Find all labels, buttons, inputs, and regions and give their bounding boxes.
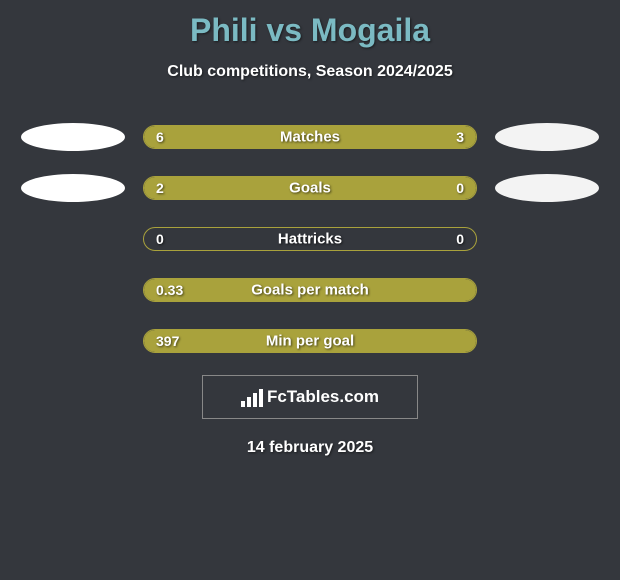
bar-fill-left <box>144 177 410 199</box>
stat-value-right: 0 <box>456 231 464 247</box>
page-title: Phili vs Mogaila <box>0 0 620 49</box>
stat-label: Goals per match <box>251 282 369 299</box>
stat-value-right: 3 <box>456 129 464 145</box>
stat-bar: 0 Hattricks 0 <box>143 227 477 251</box>
left-ellipse <box>21 174 125 202</box>
stat-row: 6 Matches 3 <box>0 123 620 151</box>
bar-fill-right <box>410 177 476 199</box>
stat-value-left: 0.33 <box>156 282 183 298</box>
date-text: 14 february 2025 <box>0 439 620 457</box>
stat-value-left: 397 <box>156 333 179 349</box>
stats-container: 6 Matches 3 2 Goals 0 0 Hattricks 0 <box>0 123 620 355</box>
stat-value-left: 0 <box>156 231 164 247</box>
left-ellipse <box>21 123 125 151</box>
footer-label: FcTables.com <box>267 387 379 407</box>
right-ellipse <box>495 123 599 151</box>
stat-label: Matches <box>280 129 340 146</box>
stat-row: 2 Goals 0 <box>0 174 620 202</box>
stat-row: 397 Min per goal <box>0 327 620 355</box>
stat-bar: 2 Goals 0 <box>143 176 477 200</box>
stat-label: Min per goal <box>266 333 354 350</box>
footer-logo: FcTables.com <box>241 387 379 407</box>
stat-row: 0.33 Goals per match <box>0 276 620 304</box>
stat-row: 0 Hattricks 0 <box>0 225 620 253</box>
stat-label: Hattricks <box>278 231 342 248</box>
stat-value-left: 2 <box>156 180 164 196</box>
stat-bar: 397 Min per goal <box>143 329 477 353</box>
right-ellipse <box>495 174 599 202</box>
chart-icon <box>241 387 263 407</box>
stat-bar: 6 Matches 3 <box>143 125 477 149</box>
footer-attribution: FcTables.com <box>202 375 418 419</box>
stat-label: Goals <box>289 180 331 197</box>
page-subtitle: Club competitions, Season 2024/2025 <box>0 63 620 81</box>
stat-bar: 0.33 Goals per match <box>143 278 477 302</box>
stat-value-right: 0 <box>456 180 464 196</box>
stat-value-left: 6 <box>156 129 164 145</box>
